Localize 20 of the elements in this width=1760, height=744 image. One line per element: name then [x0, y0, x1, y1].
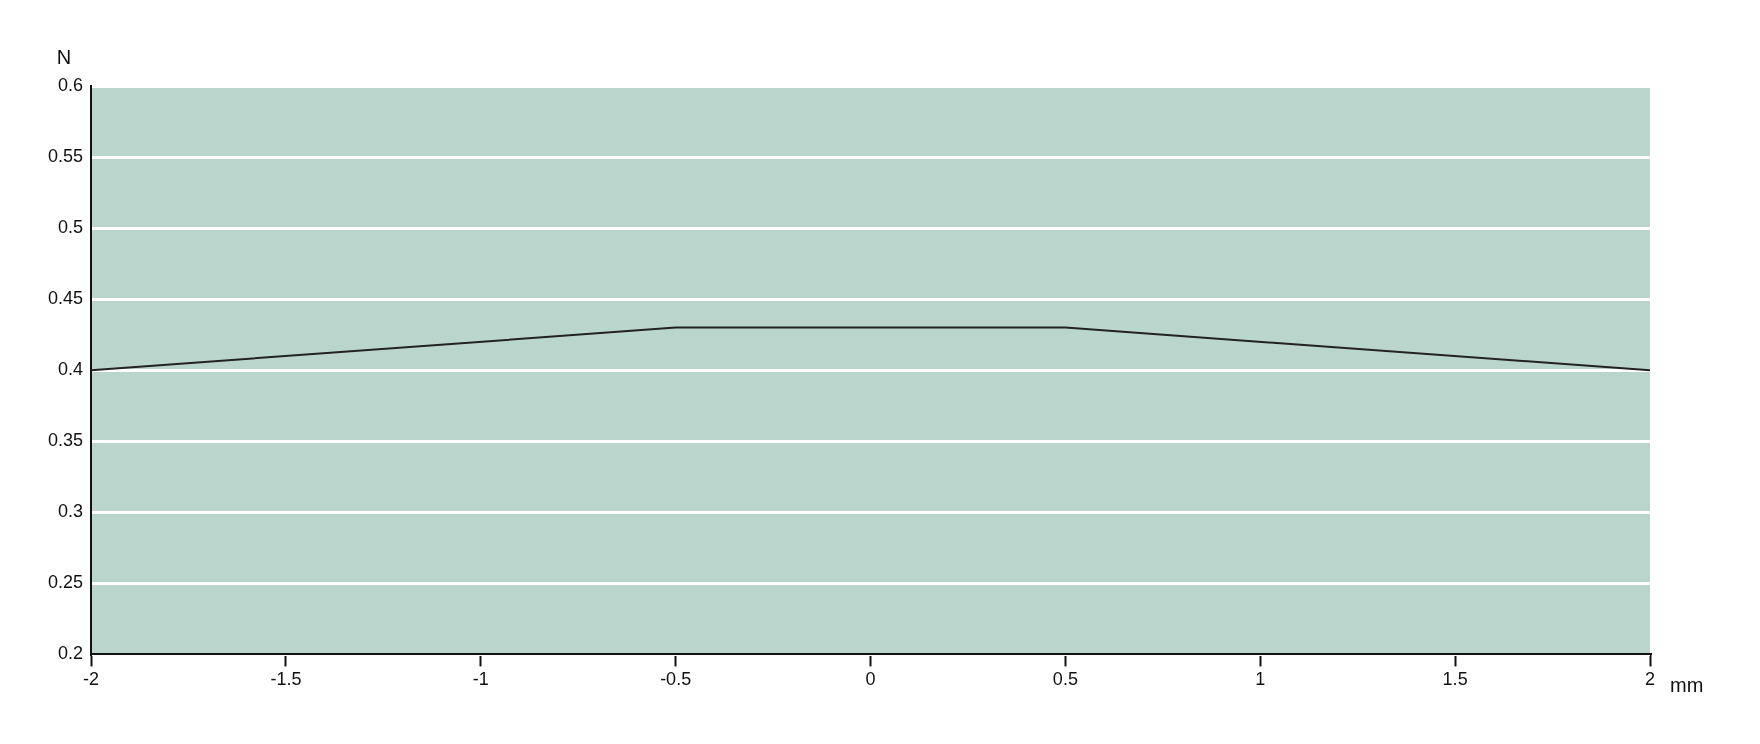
y-tick-label: 0.3	[58, 501, 84, 522]
x-axis-title: mm	[1670, 673, 1704, 696]
x-tick-label: 1	[1255, 669, 1266, 690]
x-tick-label: -1.5	[270, 669, 302, 690]
x-tick-label: 0	[865, 669, 876, 690]
y-tick-label: 0.4	[58, 359, 84, 380]
y-tick-label: 0.5	[58, 217, 84, 238]
x-tick-label: 0.5	[1052, 669, 1078, 690]
y-tick-label: 0.2	[58, 643, 84, 664]
y-tick-label: 0.35	[47, 430, 84, 451]
y-axis-title: N	[56, 45, 72, 68]
x-tick-label: 2	[1644, 669, 1656, 690]
x-tick-label: -1	[472, 669, 489, 690]
y-tick-label: 0.6	[58, 74, 84, 95]
x-tick-label: 1.5	[1442, 669, 1468, 690]
y-tick-label: 0.45	[47, 288, 84, 309]
x-tick-label: -0.5	[660, 669, 692, 690]
y-tick-label: 0.25	[47, 572, 84, 593]
x-tick-label: -2	[83, 669, 100, 690]
y-tick-label: 0.55	[47, 146, 84, 167]
